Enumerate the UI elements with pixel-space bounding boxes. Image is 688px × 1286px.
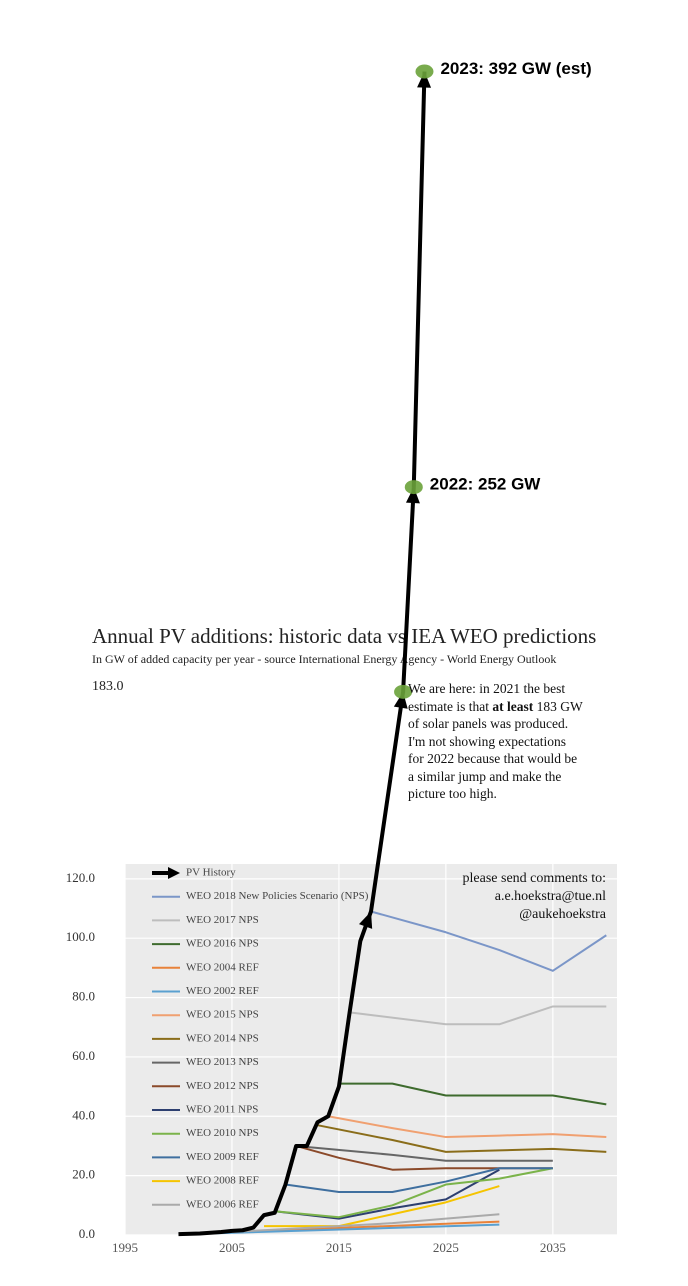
series-line bbox=[328, 1115, 607, 1139]
x-tick-label: 2035 bbox=[540, 1240, 566, 1255]
y-tick-label: 40.0 bbox=[72, 1107, 95, 1122]
annotation-183: 183.0 bbox=[92, 679, 124, 694]
note-line: a similar jump and make the bbox=[408, 768, 623, 786]
y-tick-label: 60.0 bbox=[72, 1048, 95, 1063]
note-line: We are here: in 2021 the best bbox=[408, 680, 623, 698]
legend-label: WEO 2010 NPS bbox=[186, 1127, 259, 1139]
note-text: estimate is that bbox=[408, 698, 493, 714]
legend-arrow bbox=[168, 867, 180, 879]
legend-label: WEO 2006 REF bbox=[186, 1198, 259, 1210]
annotation-note: We are here: in 2021 the best estimate i… bbox=[408, 680, 623, 803]
x-tick-label: 1995 bbox=[112, 1240, 138, 1255]
x-tick-label: 2025 bbox=[433, 1240, 459, 1255]
note-line: of solar panels was produced. bbox=[408, 715, 623, 733]
y-tick-label: 100.0 bbox=[66, 929, 95, 944]
y-tick-label: 80.0 bbox=[72, 989, 95, 1004]
x-tick-label: 2005 bbox=[219, 1240, 245, 1255]
arrowhead bbox=[405, 487, 420, 504]
legend-label: WEO 2013 NPS bbox=[186, 1056, 259, 1068]
annotation-2022: 2022: 252 GW bbox=[430, 475, 542, 494]
series-line bbox=[349, 1005, 607, 1026]
note-text: picture too high. bbox=[408, 786, 497, 801]
legend-label: WEO 2004 REF bbox=[186, 961, 259, 973]
note-bold: at least bbox=[492, 698, 534, 714]
comment-text: @aukehoekstra bbox=[519, 907, 607, 922]
note-text: of solar panels was produced. bbox=[408, 716, 569, 731]
note-line: I'm not showing expectations bbox=[408, 733, 623, 751]
series-line bbox=[231, 1213, 500, 1234]
chart-title: Annual PV additions: historic data vs IE… bbox=[92, 624, 596, 648]
note-line: for 2022 because that would be bbox=[408, 750, 623, 768]
y-tick-label: 20.0 bbox=[72, 1167, 95, 1182]
legend-label: WEO 2017 NPS bbox=[186, 914, 259, 926]
legend-label: PV History bbox=[186, 867, 236, 879]
note-line: estimate is that at least 183 GW bbox=[408, 698, 623, 716]
highlight-point bbox=[394, 684, 413, 699]
note-text: a similar jump and make the bbox=[408, 768, 562, 784]
series-line bbox=[317, 1124, 607, 1153]
legend-label: WEO 2012 NPS bbox=[186, 1080, 259, 1092]
series-line bbox=[296, 1144, 553, 1162]
series-line bbox=[338, 1082, 607, 1106]
series-line bbox=[264, 1185, 500, 1228]
x-tick-label: 2015 bbox=[326, 1240, 352, 1255]
series-line bbox=[370, 910, 607, 972]
highlight-point bbox=[404, 480, 423, 495]
comment-text: a.e.hoekstra@tue.nl bbox=[495, 889, 606, 904]
chart-subtitle: In GW of added capacity per year - sourc… bbox=[92, 652, 556, 666]
arrowhead bbox=[417, 71, 432, 88]
legend-label: WEO 2008 REF bbox=[186, 1175, 259, 1187]
legend-label: WEO 2011 NPS bbox=[186, 1104, 258, 1116]
highlight-point bbox=[415, 64, 434, 79]
note-text: We are here: in 2021 the best bbox=[408, 681, 566, 696]
legend-label: WEO 2002 REF bbox=[186, 985, 259, 997]
note-text: for 2022 because that would be bbox=[408, 751, 578, 766]
legend-label: WEO 2016 NPS bbox=[186, 938, 259, 950]
arrowhead bbox=[358, 911, 373, 929]
series-line bbox=[285, 1167, 553, 1193]
annotation-2023: 2023: 392 GW (est) bbox=[440, 59, 591, 78]
legend-label: WEO 2015 NPS bbox=[186, 1009, 259, 1021]
comment-text: please send comments to: bbox=[463, 871, 606, 886]
y-tick-label: 0.0 bbox=[79, 1226, 95, 1241]
note-line: picture too high. bbox=[408, 785, 623, 803]
y-tick-label: 120.0 bbox=[66, 870, 95, 885]
legend-label: WEO 2014 NPS bbox=[186, 1032, 259, 1044]
note-text: 183 GW bbox=[533, 698, 583, 714]
legend-label: WEO 2009 REF bbox=[186, 1151, 259, 1163]
note-text: I'm not showing expectations bbox=[408, 733, 567, 749]
legend-label: WEO 2018 New Policies Scenario (NPS) bbox=[186, 890, 369, 902]
series-line bbox=[274, 1167, 554, 1219]
